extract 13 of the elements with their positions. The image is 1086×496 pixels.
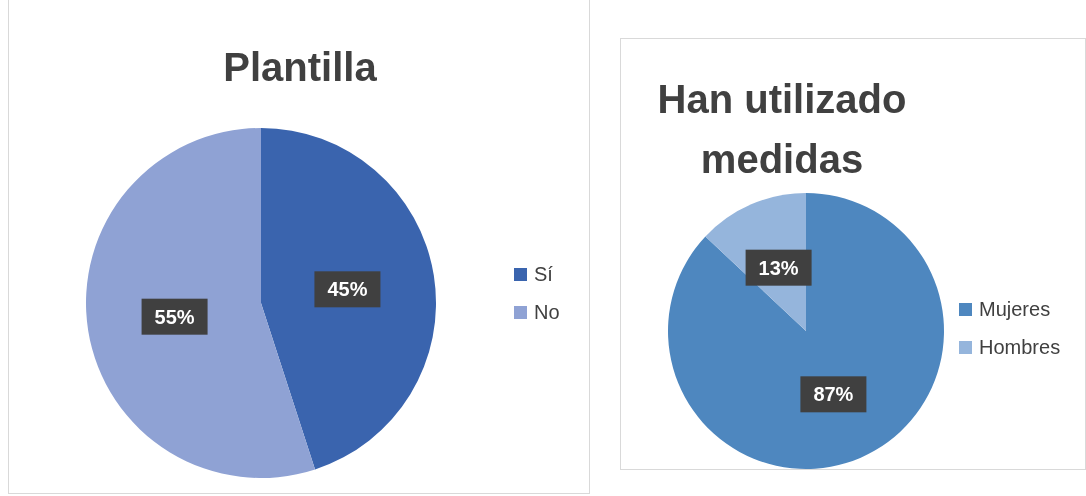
legend-label: No bbox=[534, 300, 560, 324]
chart-title: Plantilla bbox=[222, 44, 378, 91]
pie-slice bbox=[86, 128, 316, 478]
legend-label: Hombres bbox=[979, 335, 1061, 359]
chart-title: Han utilizado medidas bbox=[656, 76, 908, 183]
data-label: 45% bbox=[327, 278, 368, 301]
data-label: 55% bbox=[154, 305, 195, 328]
data-label: 87% bbox=[813, 383, 854, 406]
legend-label: Sí bbox=[534, 262, 553, 286]
data-label: 13% bbox=[758, 256, 799, 279]
legend-label: Mujeres bbox=[979, 297, 1051, 321]
pie-slice bbox=[261, 128, 436, 470]
pie-slice bbox=[668, 193, 944, 469]
